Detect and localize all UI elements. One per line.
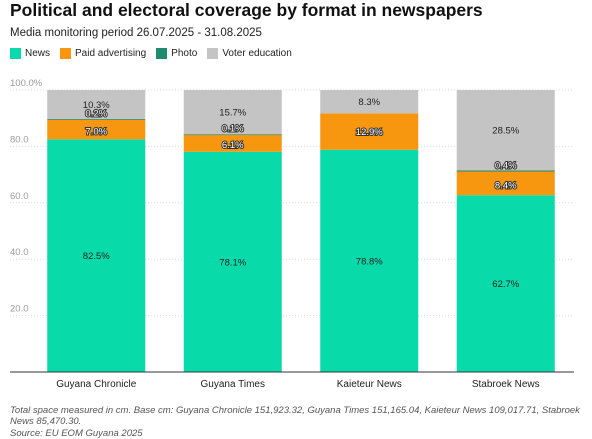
- legend-swatch-paid-advertising: [60, 48, 72, 59]
- legend-item-paid-advertising: Paid advertising: [60, 48, 146, 59]
- bar-segment: [47, 90, 146, 120]
- bar-segment: [456, 90, 555, 171]
- category-label: Stabroek News: [472, 379, 540, 390]
- y-tick-label: 40.0: [10, 247, 29, 258]
- data-label: 8.4%: [495, 180, 517, 191]
- bar-segment: [320, 149, 419, 372]
- y-tick-label: 100.0%: [10, 78, 43, 89]
- bar-segment: [183, 90, 282, 135]
- bar-segment: [183, 134, 282, 152]
- data-label: 15.7%: [219, 108, 246, 119]
- bar-segment: [47, 119, 146, 120]
- legend-swatch-voter-education: [207, 48, 219, 59]
- category-label: Kaieteur News: [337, 379, 402, 390]
- y-tick-label: 80.0: [10, 134, 29, 145]
- bar-segment: [47, 119, 146, 140]
- legend-swatch-news: [10, 48, 21, 59]
- legend-label-photo: Photo: [171, 48, 198, 59]
- bar-segment: [320, 90, 419, 114]
- data-label: 8.3%: [358, 97, 380, 108]
- data-label: 82.5%: [83, 251, 110, 262]
- data-label: 6.1%: [222, 140, 244, 151]
- data-label: 10.3%: [83, 100, 110, 111]
- data-label: 78.1%: [219, 257, 246, 268]
- data-label: 12.9%: [356, 127, 383, 138]
- legend-item-voter-education: Voter education: [207, 48, 292, 59]
- data-label: 62.7%: [492, 279, 519, 290]
- legend-label-paid-advertising: Paid advertising: [75, 48, 147, 59]
- bar-segment: [456, 171, 555, 196]
- data-label: 28.5%: [492, 126, 519, 137]
- legend-label-voter-education: Voter education: [222, 48, 292, 59]
- stacked-bar-chart: 100.0% 80.0 60.0 40.0 20.0 82.5% 7.0% 0.2%10.3%…: [10, 78, 574, 390]
- data-label: 0.2%: [85, 109, 107, 120]
- category-label: Guyana Chronicle: [56, 379, 136, 390]
- bar-segment: [456, 195, 555, 372]
- legend: News Paid advertising Photo Voter educat…: [10, 48, 302, 59]
- data-label: 0.1%: [222, 124, 244, 135]
- y-tick-label: 20.0: [10, 304, 29, 315]
- chart-title: Political and electoral coverage by form…: [10, 0, 483, 20]
- chart-subtitle: Media monitoring period 26.07.2025 - 31.…: [10, 27, 262, 39]
- bar-segment: [456, 170, 555, 172]
- bar-segment: [183, 134, 282, 136]
- data-label: 0.4%: [495, 160, 517, 171]
- chart-note: Total space measured in cm. Base cm: Guy…: [10, 405, 580, 427]
- category-label: Guyana Times: [201, 379, 265, 390]
- legend-item-news: News: [10, 48, 50, 59]
- y-tick-label: 60.0: [10, 191, 29, 202]
- legend-swatch-photo: [156, 48, 168, 59]
- chart-source: Source: EU EOM Guyana 2025: [10, 428, 143, 439]
- legend-label-news: News: [25, 48, 51, 59]
- data-label: 78.8%: [356, 256, 383, 267]
- bar-segment: [183, 151, 282, 372]
- bar-segment: [320, 113, 419, 150]
- data-label: 7.0%: [85, 126, 107, 137]
- legend-item-photo: Photo: [156, 48, 197, 59]
- bar-segment: [47, 139, 146, 372]
